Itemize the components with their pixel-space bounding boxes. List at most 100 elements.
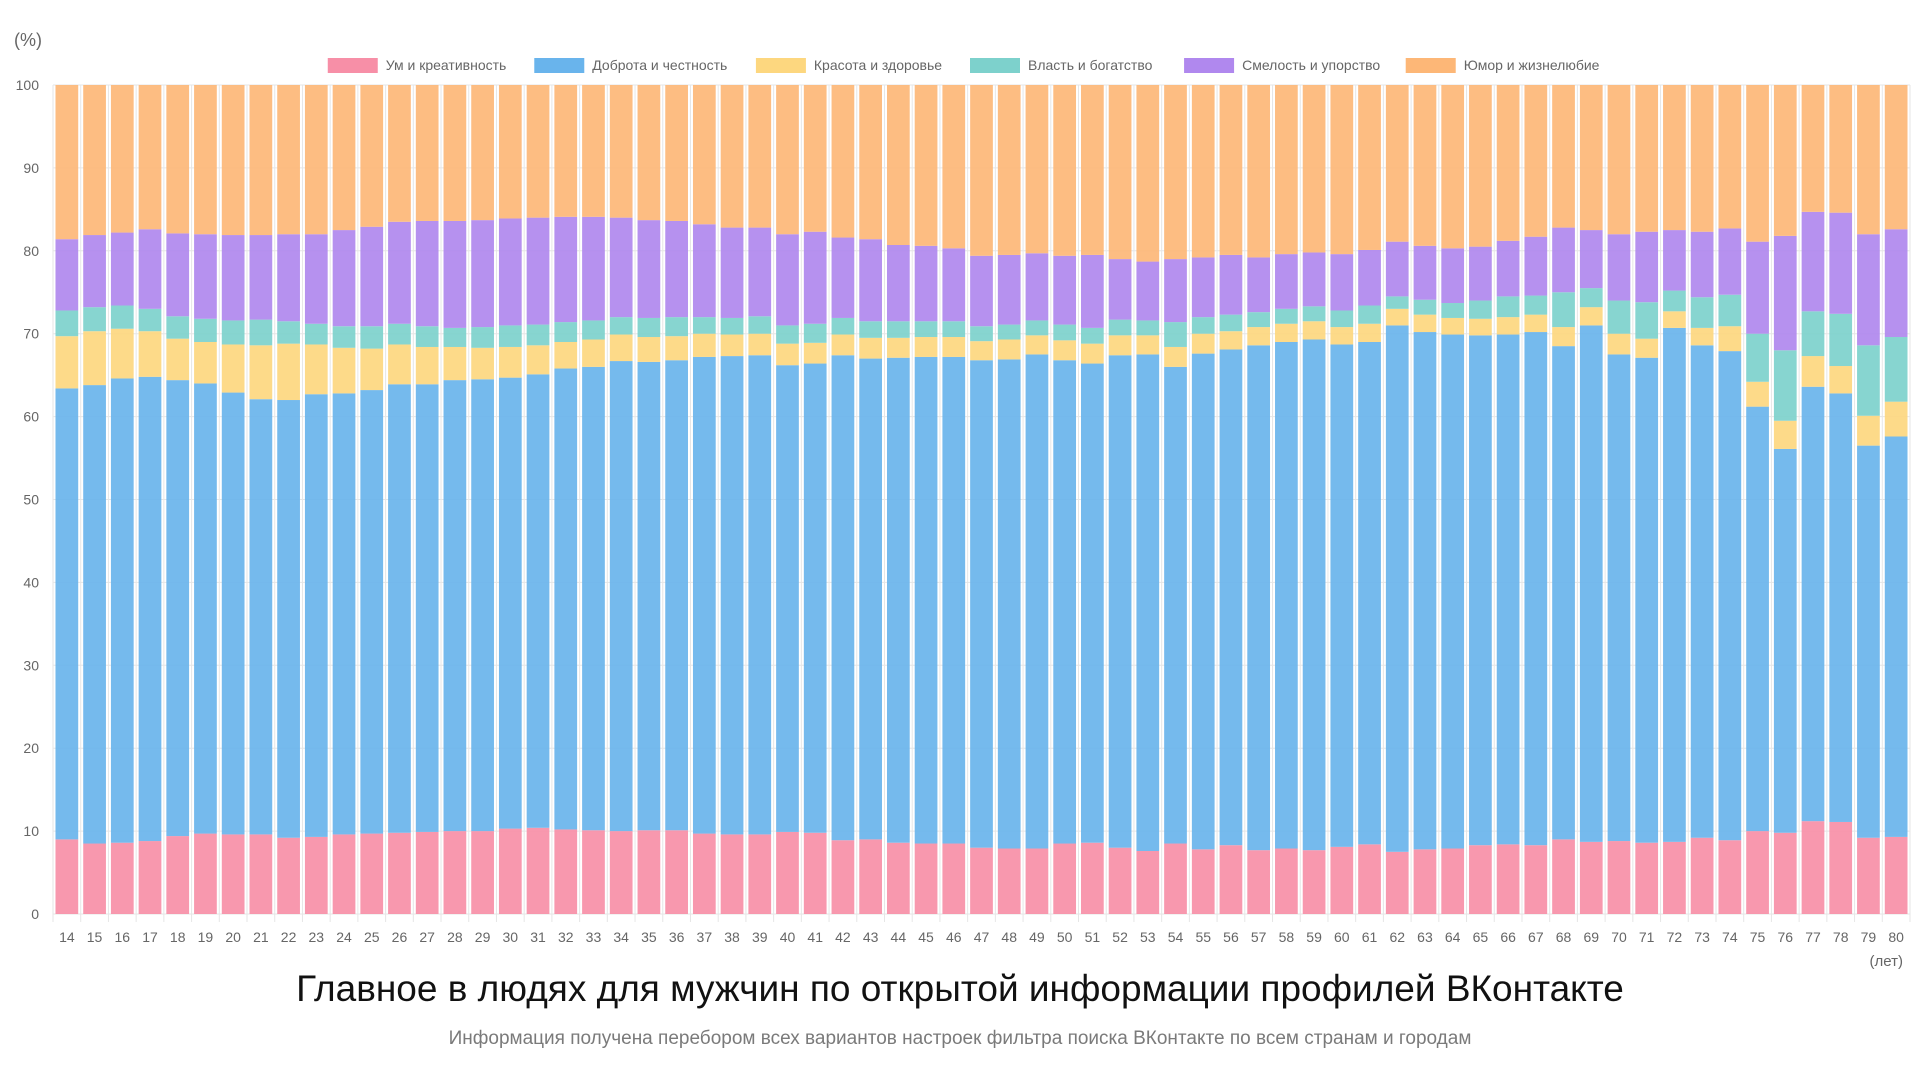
bar-segment-4-age-19	[194, 234, 217, 319]
bar-segment-3-age-71	[1635, 302, 1659, 339]
x-tick-label: 76	[1777, 929, 1793, 945]
bar-segment-1-age-14	[55, 388, 79, 840]
y-tick-label: 60	[23, 409, 39, 425]
bar-segment-1-age-53	[1136, 354, 1160, 851]
bar-segment-5-age-77	[1801, 85, 1825, 212]
x-tick-label: 15	[87, 929, 103, 945]
y-tick-label: 20	[23, 740, 39, 756]
bar-segment-3-age-48	[997, 324, 1021, 340]
bar-segment-2-age-25	[360, 348, 384, 391]
bar-segment-5-age-79	[1857, 85, 1880, 235]
bar-segment-1-age-55	[1191, 353, 1215, 850]
bar-segment-2-age-26	[388, 344, 411, 385]
legend-item[interactable]: Смелость и упорство	[1184, 57, 1380, 73]
bar-segment-5-age-69	[1579, 85, 1603, 231]
bar-segment-1-age-35	[637, 361, 661, 831]
bar-segment-2-age-41	[803, 342, 827, 364]
bar-segment-5-age-51	[1081, 85, 1104, 255]
bar-segment-4-age-57	[1247, 257, 1271, 313]
legend-item[interactable]: Доброта и честность	[534, 57, 727, 73]
legend-item[interactable]: Красота и здоровье	[755, 57, 942, 73]
x-tick-label: 62	[1389, 929, 1405, 945]
y-tick-label: 0	[31, 906, 39, 922]
bar-segment-2-age-67	[1524, 314, 1548, 333]
bar-segment-2-age-72	[1663, 311, 1686, 328]
y-tick-label: 80	[23, 243, 39, 259]
bar-segment-0-age-65	[1469, 845, 1492, 914]
bar-segment-4-age-37	[692, 224, 716, 318]
bar-segment-0-age-67	[1524, 845, 1548, 914]
bar-segment-4-age-33	[582, 216, 605, 321]
bar-segment-0-age-54	[1164, 843, 1187, 914]
y-tick-label: 90	[23, 160, 39, 176]
bar-segment-0-age-18	[166, 836, 190, 914]
bar-segment-3-age-73	[1690, 297, 1714, 328]
bar-segment-1-age-39	[748, 355, 772, 835]
bar-segment-2-age-74	[1718, 326, 1742, 352]
bar-segment-3-age-49	[1025, 320, 1049, 336]
bar-segment-3-age-79	[1857, 345, 1880, 416]
bar-segment-1-age-24	[332, 393, 356, 835]
bar-segment-1-age-36	[665, 360, 688, 831]
legend-item[interactable]: Ум и креативность	[327, 57, 507, 73]
bar-segment-3-age-34	[609, 317, 633, 335]
bar-segment-4-age-49	[1025, 253, 1049, 321]
bar-segment-5-age-73	[1690, 85, 1714, 232]
bar-segment-0-age-56	[1219, 845, 1243, 914]
x-tick-label: 60	[1334, 929, 1350, 945]
bar-segment-4-age-56	[1219, 254, 1243, 315]
bar-segment-2-age-35	[637, 337, 661, 362]
bar-segment-5-age-75	[1746, 85, 1769, 242]
bar-segment-3-age-16	[110, 305, 134, 329]
legend-item[interactable]: Юмор и жизнелюбие	[1405, 57, 1600, 73]
x-tick-label: 34	[613, 929, 629, 945]
bar-segment-3-age-70	[1607, 300, 1631, 334]
x-tick-label: 16	[115, 929, 131, 945]
bar-segment-2-age-33	[582, 339, 605, 367]
bar-segment-0-age-28	[443, 831, 467, 914]
bar-segment-0-age-71	[1635, 842, 1659, 914]
bar-segment-3-age-36	[665, 317, 688, 337]
bar-segment-1-age-64	[1441, 334, 1465, 849]
bar-segment-1-age-78	[1829, 393, 1853, 822]
bar-segment-0-age-41	[803, 832, 827, 914]
x-tick-label: 80	[1888, 929, 1904, 945]
bar-segment-5-age-53	[1136, 85, 1160, 262]
bar-segment-4-age-58	[1275, 254, 1298, 309]
bar-segment-4-age-39	[748, 227, 772, 317]
bar-segment-2-age-69	[1579, 307, 1603, 326]
bar-segment-4-age-47	[970, 255, 993, 327]
bar-segment-2-age-58	[1275, 323, 1298, 342]
bar-segment-1-age-66	[1496, 334, 1520, 845]
legend-label: Красота и здоровье	[814, 57, 942, 73]
bar-segment-1-age-28	[443, 380, 467, 832]
bar-segment-2-age-39	[748, 333, 772, 356]
bar-segment-4-age-35	[637, 220, 661, 318]
bar-segment-5-age-66	[1496, 85, 1520, 241]
bar-segment-1-age-54	[1164, 366, 1187, 844]
bar-segment-2-age-68	[1552, 327, 1575, 347]
bars	[55, 85, 1908, 914]
bar-segment-5-age-80	[1884, 85, 1908, 230]
x-tick-label: 49	[1029, 929, 1045, 945]
bar-segment-0-age-37	[692, 833, 716, 914]
bar-segment-0-age-35	[637, 830, 661, 914]
legend-swatch	[970, 58, 1020, 73]
bar-segment-0-age-75	[1746, 831, 1769, 914]
bar-segment-3-age-78	[1829, 313, 1853, 367]
bar-segment-2-age-59	[1302, 321, 1326, 340]
bar-segment-0-age-70	[1607, 841, 1631, 914]
bar-segment-5-age-60	[1330, 85, 1354, 255]
bar-segment-0-age-64	[1441, 848, 1465, 914]
bar-segment-5-age-50	[1053, 85, 1077, 256]
bar-segment-5-age-19	[194, 85, 217, 235]
bar-segment-0-age-42	[831, 840, 855, 914]
bar-segment-3-age-17	[138, 308, 162, 332]
bar-segment-2-age-14	[55, 336, 79, 389]
legend-item[interactable]: Власть и богатство	[970, 57, 1153, 73]
bar-segment-2-age-44	[886, 337, 910, 358]
bar-segment-3-age-80	[1884, 337, 1908, 402]
bar-segment-0-age-74	[1718, 840, 1742, 914]
bar-segment-0-age-45	[914, 843, 938, 914]
bar-segment-0-age-51	[1081, 842, 1104, 914]
